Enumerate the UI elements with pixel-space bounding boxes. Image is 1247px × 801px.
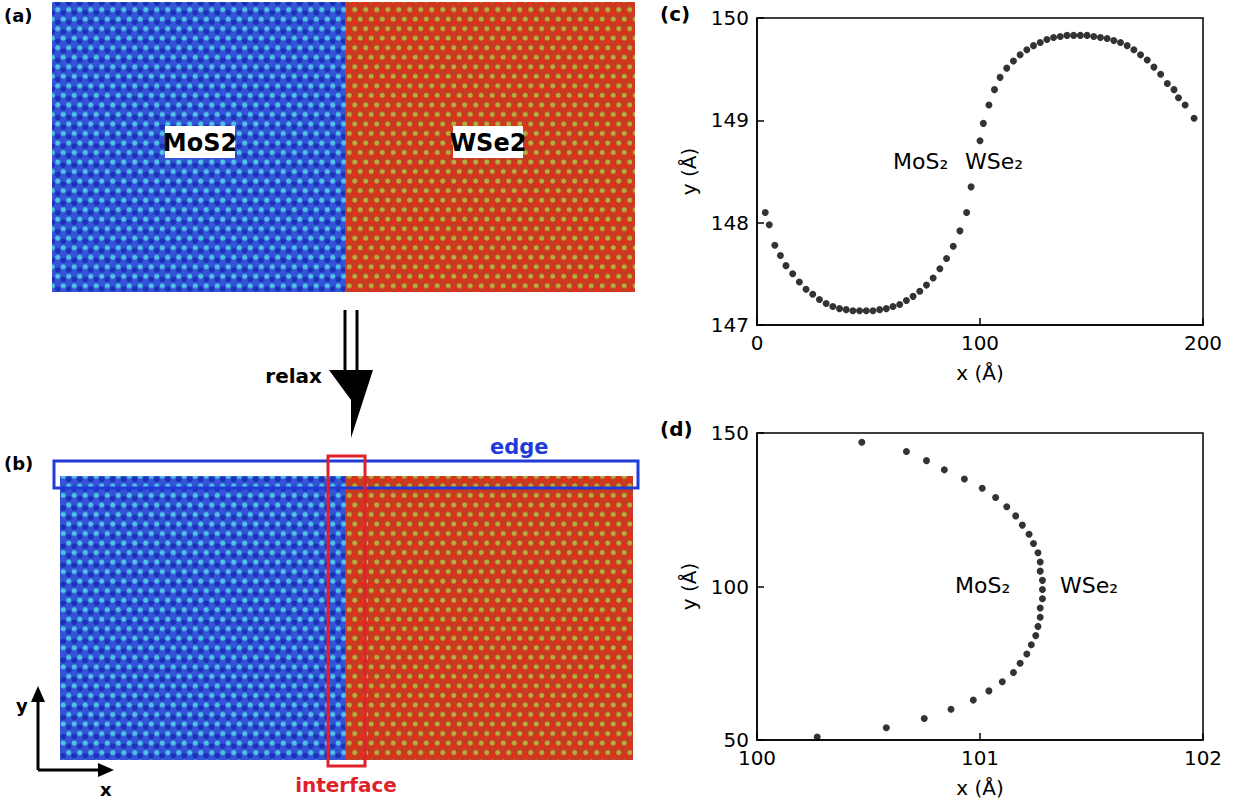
svg-text:(d): (d) — [660, 417, 693, 441]
svg-text:147: 147 — [711, 313, 749, 337]
svg-text:0: 0 — [751, 331, 764, 355]
svg-text:149: 149 — [711, 108, 749, 132]
svg-text:interface: interface — [295, 773, 397, 797]
svg-text:x (Å): x (Å) — [956, 361, 1003, 385]
svg-text:WSe₂: WSe₂ — [965, 149, 1023, 174]
svg-text:50: 50 — [723, 728, 749, 752]
svg-text:100: 100 — [711, 575, 749, 599]
svg-text:y (Å): y (Å) — [677, 563, 701, 610]
svg-text:y (Å): y (Å) — [677, 148, 701, 195]
svg-text:100: 100 — [738, 746, 776, 770]
svg-text:(b): (b) — [4, 453, 33, 474]
svg-text:WSe₂: WSe₂ — [1060, 573, 1118, 598]
svg-text:150: 150 — [711, 421, 749, 445]
svg-text:MoS₂: MoS₂ — [893, 149, 948, 174]
svg-text:102: 102 — [1184, 746, 1222, 770]
svg-text:101: 101 — [961, 746, 999, 770]
svg-text:100: 100 — [961, 331, 999, 355]
svg-text:150: 150 — [711, 6, 749, 30]
svg-text:relax: relax — [265, 364, 322, 388]
svg-text:(a): (a) — [4, 5, 33, 26]
svg-text:x: x — [100, 779, 112, 800]
svg-text:148: 148 — [711, 211, 749, 235]
svg-text:MoS₂: MoS₂ — [955, 573, 1010, 598]
svg-text:(c): (c) — [660, 2, 690, 26]
svg-text:MoS2: MoS2 — [163, 129, 237, 157]
svg-text:200: 200 — [1184, 331, 1222, 355]
svg-text:WSe2: WSe2 — [450, 129, 527, 157]
svg-text:y: y — [16, 695, 28, 716]
svg-text:edge: edge — [490, 435, 549, 459]
svg-text:x (Å): x (Å) — [956, 776, 1003, 800]
